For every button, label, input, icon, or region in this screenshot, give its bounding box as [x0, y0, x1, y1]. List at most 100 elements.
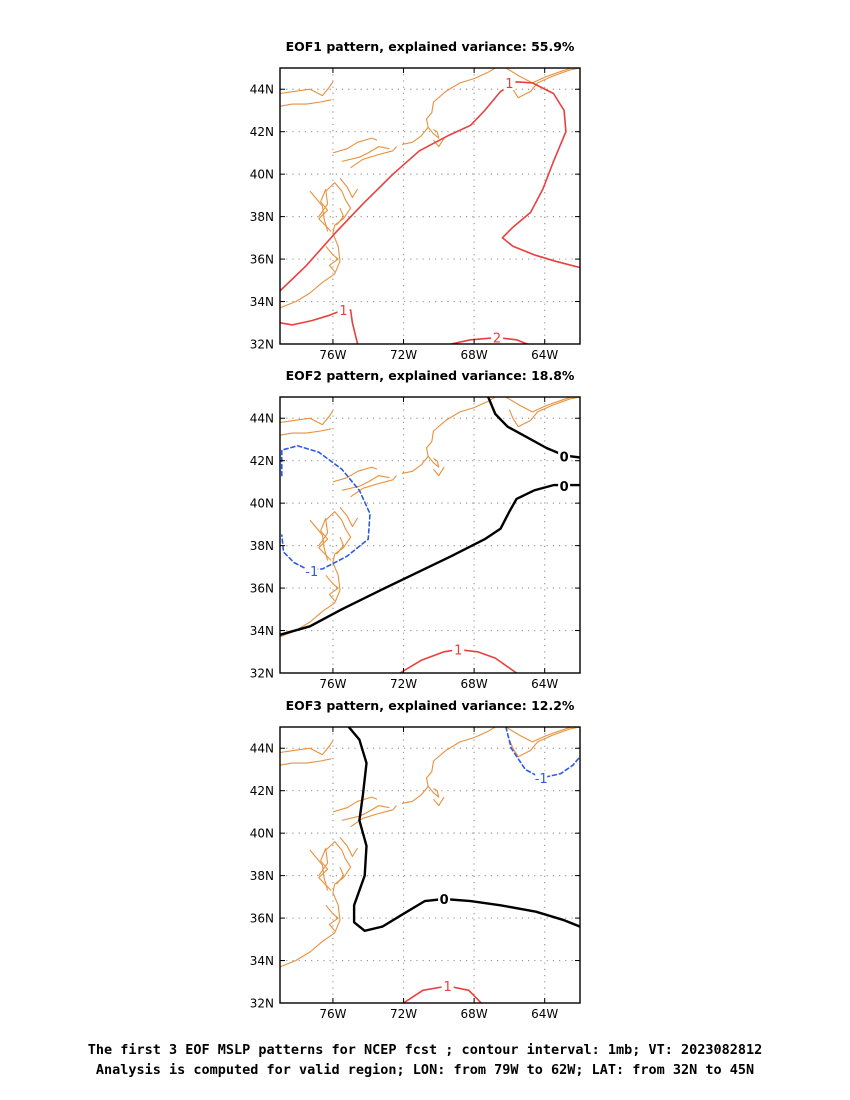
panel-title: EOF3 pattern, explained variance: 12.2% — [286, 698, 575, 713]
coastline — [505, 397, 572, 413]
coastline — [508, 68, 580, 99]
contour-label: 1 — [505, 77, 513, 92]
y-tick-label: 36N — [250, 912, 274, 926]
x-tick-label: 64W — [531, 348, 558, 362]
x-tick-label: 68W — [461, 1007, 488, 1021]
coastline — [505, 727, 572, 743]
coastline — [427, 127, 440, 139]
x-tick-label: 76W — [319, 677, 346, 691]
caption-line-1: The first 3 EOF MSLP patterns for NCEP f… — [87, 1042, 763, 1058]
panel-title: EOF1 pattern, explained variance: 55.9% — [286, 39, 575, 54]
y-tick-label: 34N — [250, 295, 274, 309]
coastline — [280, 841, 352, 968]
coastline — [280, 99, 332, 107]
y-tick-label: 38N — [250, 210, 274, 224]
contour-label: -1 — [305, 565, 318, 580]
eof3-panel: EOF3 pattern, explained variance: 12.2% 0… — [250, 698, 581, 1021]
contour-label-bg — [452, 642, 465, 657]
x-tick-label: 68W — [461, 677, 488, 691]
coastline — [325, 904, 339, 932]
contour-label-bg — [305, 564, 318, 579]
plot-frame — [279, 396, 581, 674]
contour-label-bg — [558, 479, 571, 494]
eof2-panel: EOF2 pattern, explained variance: 18.8% 0… — [250, 368, 581, 691]
y-tick-label: 44N — [250, 412, 274, 426]
y-tick-label: 32N — [250, 667, 274, 681]
contour-label-bg — [503, 75, 516, 90]
coastline — [341, 146, 390, 162]
y-tick-label: 42N — [250, 784, 274, 798]
contour-label: 1 — [454, 644, 462, 659]
coastline — [508, 727, 580, 758]
contour-neg1 — [505, 727, 580, 779]
coastline — [401, 397, 496, 474]
coastline — [280, 428, 332, 436]
y-tick-label: 36N — [250, 582, 274, 596]
x-tick-label: 68W — [461, 348, 488, 362]
contour-label: 1 — [444, 980, 452, 995]
coastline — [280, 410, 334, 426]
coastline — [280, 511, 352, 638]
y-tick-label: 40N — [250, 168, 274, 182]
panel-title: EOF2 pattern, explained variance: 18.8% — [286, 368, 575, 383]
coastline — [309, 849, 329, 891]
coastline — [339, 178, 359, 199]
contour-label: 0 — [440, 893, 449, 908]
coastline — [280, 758, 332, 766]
contour-label: 1 — [339, 304, 347, 319]
coastline — [280, 81, 334, 97]
coastline — [350, 146, 397, 169]
x-tick-label: 72W — [390, 677, 417, 691]
y-tick-label: 36N — [250, 253, 274, 267]
contour-label-bg — [535, 770, 548, 785]
contour-zero0 — [280, 483, 580, 636]
y-tick-label: 40N — [250, 497, 274, 511]
coastline — [339, 507, 359, 528]
coastline — [325, 574, 339, 602]
y-tick-label: 38N — [250, 539, 274, 553]
y-tick-label: 32N — [250, 997, 274, 1011]
coastline — [332, 466, 378, 483]
contour-zero0 — [487, 397, 580, 459]
coastline — [336, 866, 345, 885]
contour-label: 2 — [493, 332, 501, 347]
contour-zero0 — [347, 727, 580, 932]
x-tick-label: 64W — [531, 677, 558, 691]
eof1-panel: EOF1 pattern, explained variance: 55.9% 1… — [250, 39, 581, 362]
x-tick-label: 72W — [390, 348, 417, 362]
x-tick-label: 76W — [319, 1007, 346, 1021]
coastline — [309, 190, 329, 232]
contour-label-bg — [337, 303, 350, 318]
y-tick-label: 42N — [250, 454, 274, 468]
contour-pos1 — [280, 81, 580, 292]
contour-pos1 — [280, 309, 359, 344]
y-tick-label: 44N — [250, 83, 274, 97]
plot-frame — [279, 67, 581, 345]
contour-label: 0 — [560, 450, 569, 465]
caption-line-2: Analysis is computed for valid region; L… — [95, 1062, 755, 1078]
plot-frame — [279, 726, 581, 1004]
coastline — [427, 456, 440, 468]
coastline — [318, 517, 332, 561]
coastline — [341, 475, 390, 491]
coastline — [433, 466, 445, 477]
coastline — [318, 847, 332, 891]
contour-label-bg — [558, 449, 571, 464]
coastline — [280, 740, 334, 756]
coastline — [433, 796, 445, 807]
coastline — [505, 68, 572, 84]
coastline — [318, 188, 332, 232]
y-tick-label: 40N — [250, 827, 274, 841]
contour-label-bg — [438, 891, 451, 906]
coastline — [339, 837, 359, 858]
coastline — [332, 796, 378, 813]
y-tick-label: 34N — [250, 624, 274, 638]
x-tick-label: 76W — [319, 348, 346, 362]
y-tick-label: 38N — [250, 869, 274, 883]
coastline — [427, 786, 440, 798]
contour-label: -1 — [535, 772, 548, 787]
contour-pos2 — [450, 336, 528, 344]
coastline — [325, 245, 339, 273]
coastline — [280, 182, 352, 309]
